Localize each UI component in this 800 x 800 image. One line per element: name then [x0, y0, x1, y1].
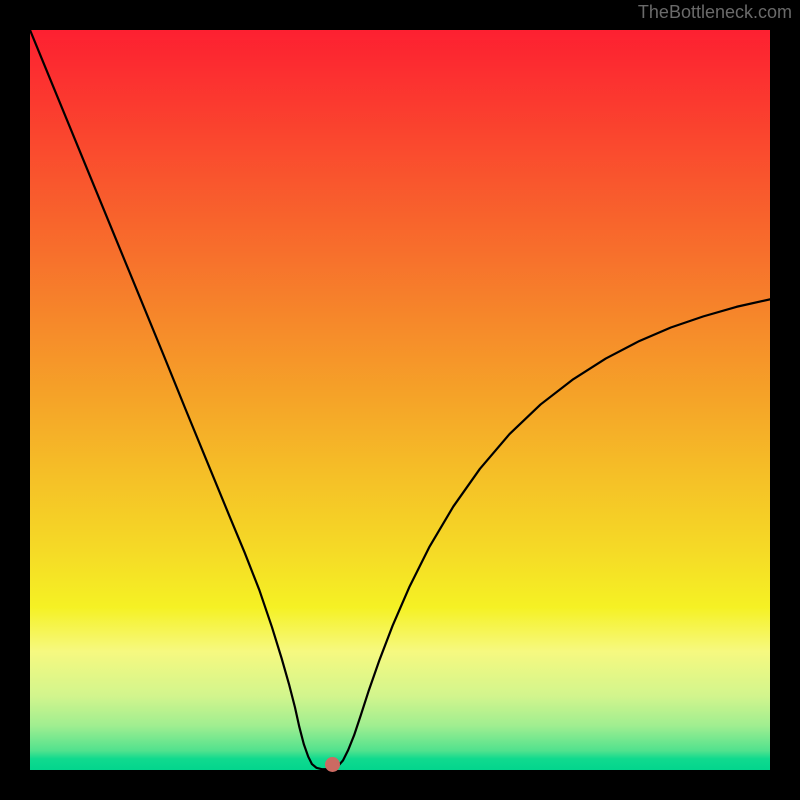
optimal-point-marker [325, 757, 340, 772]
plot-area [30, 30, 770, 770]
watermark-text: TheBottleneck.com [638, 2, 792, 23]
bottleneck-curve [30, 30, 770, 770]
